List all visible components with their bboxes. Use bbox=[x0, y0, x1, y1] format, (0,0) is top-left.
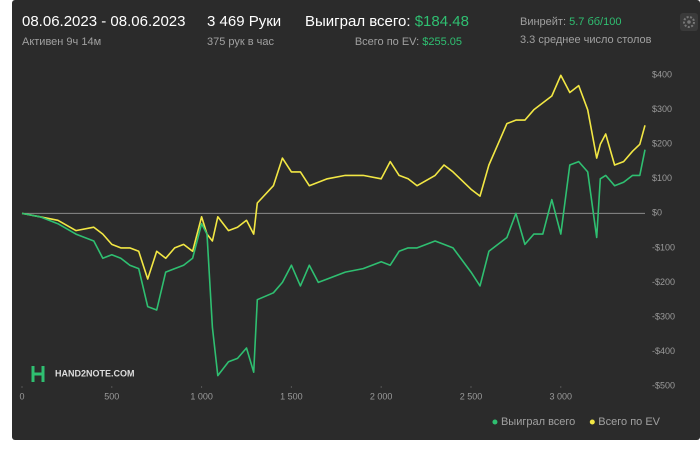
x-tick-label: 0 bbox=[19, 391, 24, 401]
y-tick-label: -$200 bbox=[652, 277, 675, 287]
winrate: Винрейт: 5.7 бб/100 bbox=[520, 16, 621, 28]
x-tick-label: 2 500 bbox=[460, 391, 483, 401]
legend-marker bbox=[492, 419, 498, 425]
y-tick-label: -$400 bbox=[652, 346, 675, 356]
logo-icon bbox=[31, 366, 45, 382]
won-value: $184.48 bbox=[415, 13, 469, 30]
panel bbox=[12, 0, 700, 440]
logo-text: HAND2NOTE.COM bbox=[55, 368, 135, 378]
y-tick-label: -$300 bbox=[652, 311, 675, 321]
y-tick-label: $200 bbox=[652, 139, 672, 149]
legend-marker bbox=[589, 419, 595, 425]
x-tick-label: 3 000 bbox=[550, 391, 573, 401]
y-tick-label: -$500 bbox=[652, 380, 675, 390]
ev-total: Всего по EV: $255.05 bbox=[355, 36, 462, 48]
active-time: Активен 9ч 14м bbox=[22, 36, 101, 48]
hands-per-hour: 375 рук в час bbox=[207, 36, 275, 48]
ev-value: $255.05 bbox=[422, 36, 462, 48]
legend: Выиграл всего Всего по EV bbox=[492, 416, 661, 428]
x-tick-label: 1 500 bbox=[280, 391, 303, 401]
hands: 3 469 Руки bbox=[207, 13, 281, 30]
y-tick-label: $400 bbox=[652, 70, 672, 80]
won-total: Выиграл всего: $184.48 bbox=[305, 13, 469, 30]
x-tick-label: 2 000 bbox=[370, 391, 393, 401]
tables: 3.3 среднее число столов bbox=[520, 34, 652, 46]
legend-label: Выиграл всего bbox=[501, 416, 575, 428]
gear-hub[interactable] bbox=[687, 20, 691, 24]
y-tick-label: -$100 bbox=[652, 242, 675, 252]
legend-label: Всего по EV bbox=[598, 416, 660, 428]
series-line bbox=[21, 149, 646, 377]
y-tick-label: $0 bbox=[652, 208, 662, 218]
logo: HAND2NOTE.COM bbox=[31, 366, 135, 382]
x-tick-label: 1 000 bbox=[190, 391, 213, 401]
winrate-value: 5.7 бб/100 bbox=[569, 16, 621, 28]
y-tick-label: $100 bbox=[652, 173, 672, 183]
y-tick-label: $300 bbox=[652, 104, 672, 114]
x-tick-label: 500 bbox=[104, 391, 119, 401]
won-label: Выиграл всего: bbox=[305, 13, 411, 30]
date-range: 08.06.2023 - 08.06.2023 bbox=[22, 13, 185, 30]
gear-icon[interactable] bbox=[683, 16, 695, 28]
series-line bbox=[21, 74, 646, 280]
ev-label: Всего по EV: bbox=[355, 36, 419, 48]
winrate-label: Винрейт: bbox=[520, 16, 566, 28]
settings-button[interactable] bbox=[680, 13, 698, 31]
